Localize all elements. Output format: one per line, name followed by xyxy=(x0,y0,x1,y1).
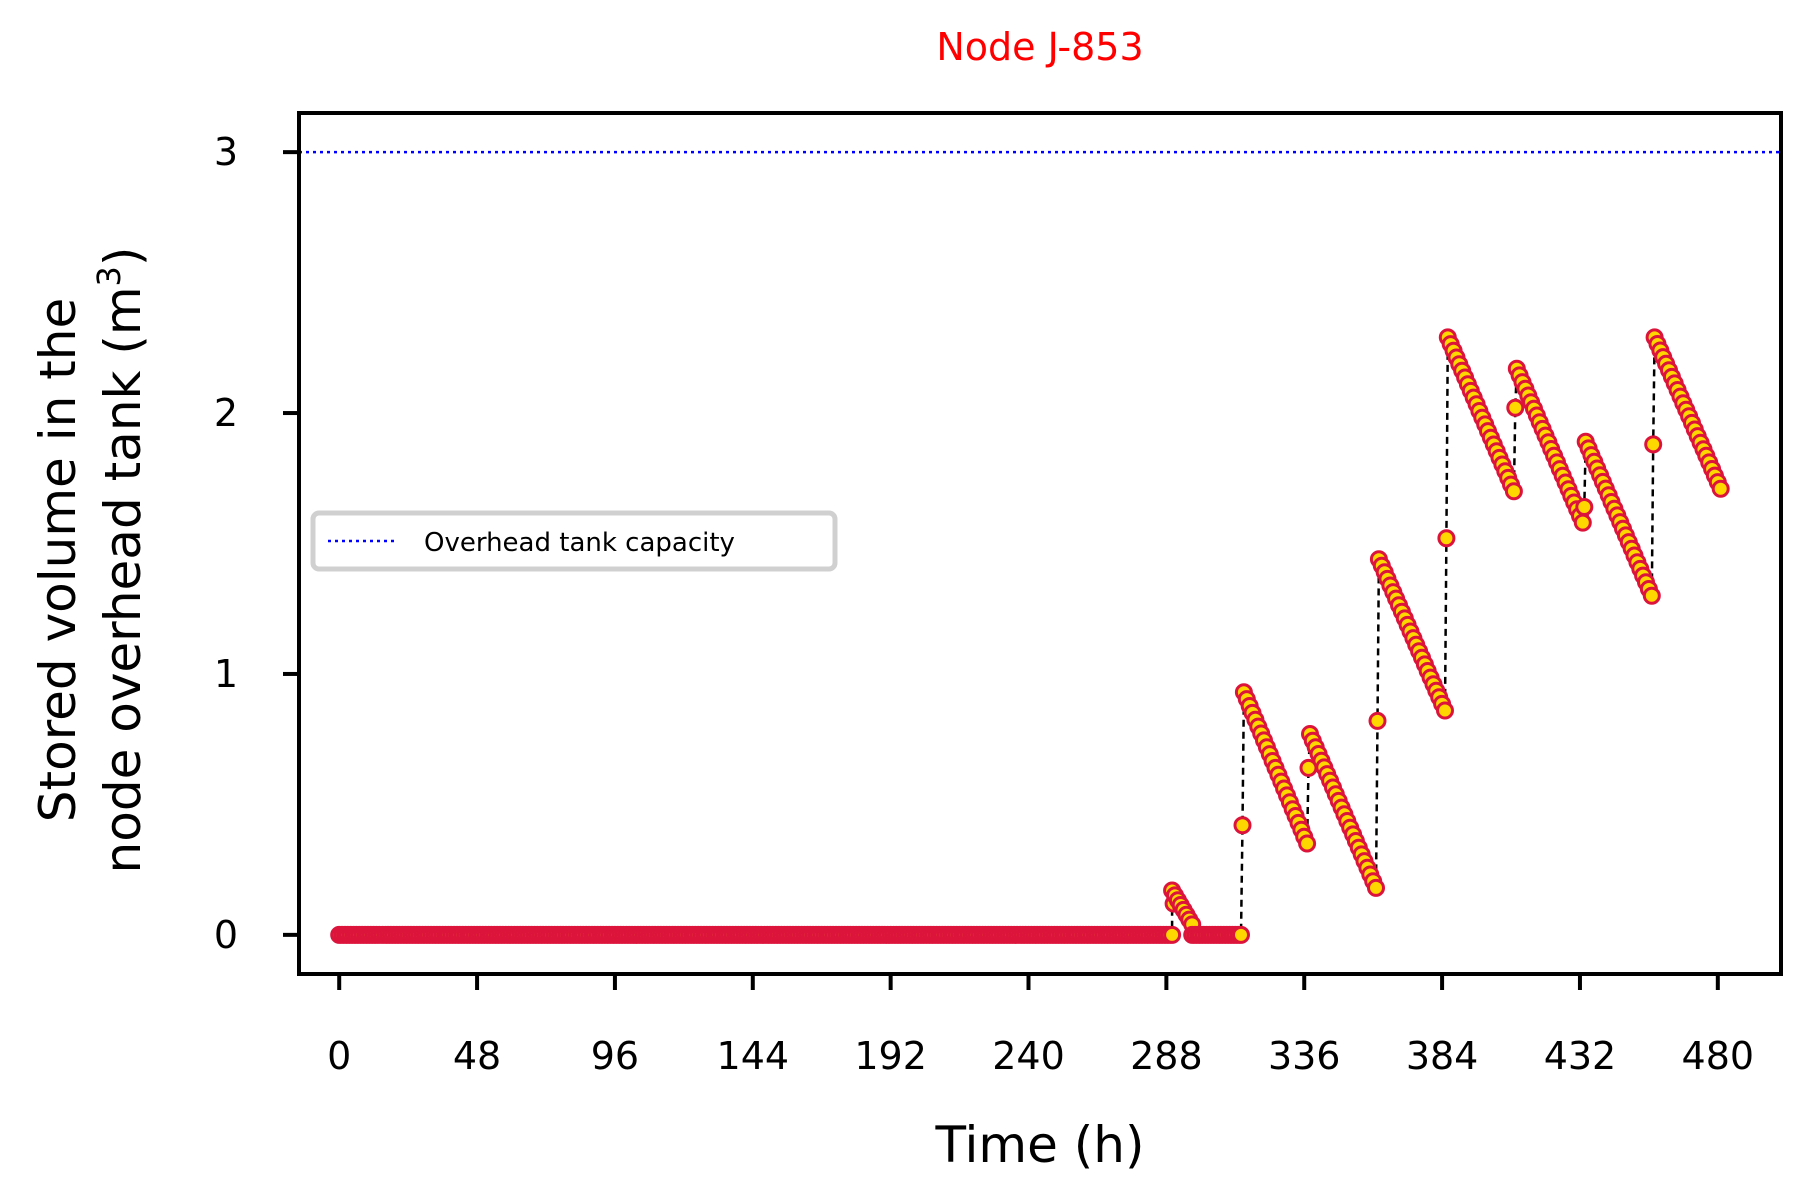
data-point xyxy=(1437,529,1456,548)
data-point xyxy=(1367,878,1385,897)
x-axis-label: Time (h) xyxy=(935,1116,1145,1174)
x-tick-label: 384 xyxy=(1406,1034,1479,1078)
data-point xyxy=(1163,925,1182,944)
x-tick-label: 0 xyxy=(327,1034,351,1078)
data-point xyxy=(1711,479,1730,498)
y-axis-label-line2-main: node overhead tank (m xyxy=(94,286,152,873)
data-point xyxy=(1573,513,1592,532)
legend-box xyxy=(310,510,838,572)
data-point xyxy=(1233,816,1252,835)
data-point xyxy=(1642,586,1661,605)
legend-label-capacity: Overhead tank capacity xyxy=(424,528,735,558)
data-point xyxy=(1575,498,1594,516)
x-tick-label: 432 xyxy=(1544,1034,1617,1078)
data-point xyxy=(1436,701,1454,720)
data-point xyxy=(1506,398,1525,417)
y-tick-label: 2 xyxy=(214,391,238,435)
y-axis-label-superscript: 3 xyxy=(90,266,128,286)
y-axis-label-line2: node overhead tank (m3) xyxy=(90,247,152,874)
data-point xyxy=(1504,482,1523,501)
data-point xyxy=(1368,711,1387,730)
y-tick-label: 1 xyxy=(214,652,238,696)
x-tick-label: 96 xyxy=(591,1034,639,1078)
x-tick-label: 288 xyxy=(1130,1034,1203,1078)
y-axis-label-close: ) xyxy=(94,247,152,267)
x-tick-label: 144 xyxy=(717,1034,790,1078)
y-tick-label: 0 xyxy=(214,913,238,957)
x-tick-label: 240 xyxy=(992,1034,1065,1078)
y-tick-label: 3 xyxy=(214,130,238,174)
x-tick-label: 192 xyxy=(854,1034,927,1078)
ticks-layer: 0 48 96 144 192 240 288 336 384 432 480 0 1 2 3 xyxy=(214,130,1754,1078)
data-point xyxy=(1644,435,1663,454)
data-point xyxy=(1232,925,1250,944)
x-tick-label: 480 xyxy=(1682,1034,1755,1078)
x-tick-label: 336 xyxy=(1268,1034,1341,1078)
y-axis-label-line1: Stored volume in the xyxy=(29,298,87,822)
plot-layer xyxy=(299,150,1781,944)
series-line xyxy=(339,336,1722,937)
chart-title: Node J-853 xyxy=(936,25,1143,69)
legend: Overhead tank capacity xyxy=(310,510,838,572)
plot-frame xyxy=(297,111,1783,976)
x-tick-label: 48 xyxy=(453,1034,501,1078)
data-point xyxy=(1298,834,1317,853)
